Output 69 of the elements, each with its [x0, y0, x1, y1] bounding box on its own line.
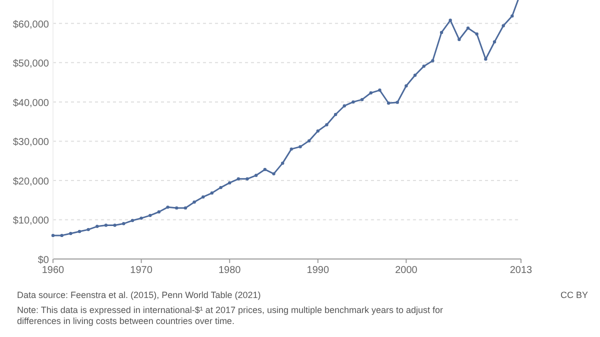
point — [334, 112, 338, 116]
y-tick-label: $60,000 — [12, 19, 50, 30]
point — [192, 200, 196, 204]
point — [219, 186, 222, 190]
x-tick-label: 2013 — [510, 265, 533, 276]
point — [69, 232, 72, 236]
point — [157, 210, 161, 214]
point — [378, 88, 382, 92]
point — [404, 84, 408, 88]
point — [148, 214, 152, 218]
point — [422, 64, 426, 68]
point — [236, 177, 240, 180]
point — [104, 224, 108, 227]
point — [466, 26, 470, 30]
point — [360, 98, 364, 102]
y-tick-label: $0 — [38, 255, 50, 266]
point — [96, 224, 99, 228]
x-tick-label: 1960 — [42, 265, 65, 276]
y-tick-label: $10,000 — [12, 216, 50, 227]
point — [122, 222, 126, 226]
point — [352, 100, 355, 104]
point — [413, 74, 417, 77]
point — [280, 162, 284, 165]
x-tick-label: 1990 — [306, 265, 330, 276]
point — [325, 123, 328, 126]
source-note: Data source: Feenstra et al. (2015), Penn World Table (2021) — [17, 290, 261, 300]
point — [184, 206, 188, 210]
point — [431, 59, 434, 62]
point — [272, 172, 276, 176]
x-tick-label: 2000 — [395, 265, 418, 276]
point — [484, 58, 488, 61]
text: CC BY — [560, 290, 588, 300]
point — [202, 195, 205, 199]
point — [492, 40, 496, 44]
point — [130, 218, 134, 222]
point — [307, 139, 311, 142]
y-tick-label: $40,000 — [12, 98, 50, 109]
x-tick-label: 1980 — [218, 265, 242, 276]
point — [51, 234, 55, 238]
point — [263, 168, 267, 172]
x-tick-label: 1970 — [130, 265, 153, 276]
y-tick-label: $20,000 — [12, 176, 50, 188]
point — [228, 181, 232, 184]
point — [316, 129, 320, 133]
point — [298, 145, 302, 148]
point — [78, 230, 82, 234]
point — [210, 191, 214, 195]
point — [458, 38, 461, 42]
text: Note: This data is expressed in international-$¹ at 2017 prices, using multiple benchmark years to adjust for differences in living costs between countries over time. — [17, 305, 444, 326]
point — [254, 174, 258, 177]
point — [86, 228, 90, 232]
point — [113, 224, 116, 227]
point — [60, 234, 64, 238]
point — [166, 206, 170, 209]
point — [448, 18, 452, 22]
point — [369, 91, 372, 95]
point — [386, 102, 390, 105]
point — [175, 206, 178, 210]
point — [396, 100, 399, 104]
point — [290, 147, 294, 151]
point — [140, 216, 143, 220]
point — [502, 24, 505, 28]
point — [510, 14, 514, 18]
point — [342, 104, 346, 108]
point — [475, 32, 478, 36]
y-tick-label: $50,000 — [12, 58, 50, 70]
point — [440, 30, 444, 34]
point — [246, 177, 249, 180]
y-tick-label: $30,000 — [12, 137, 50, 148]
